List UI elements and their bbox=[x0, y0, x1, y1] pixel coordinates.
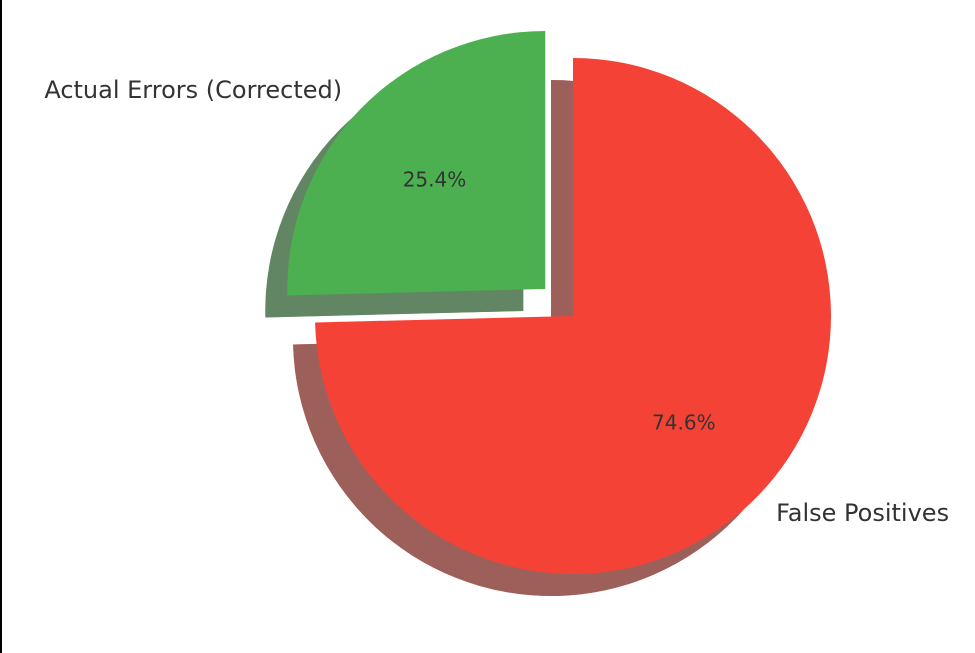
labels: Actual Errors (Corrected) 25.4% False Posi… bbox=[44, 76, 949, 527]
slices bbox=[287, 30, 831, 574]
percent-label: 25.4% bbox=[403, 167, 467, 191]
pie-slice bbox=[287, 30, 546, 296]
pie-slice bbox=[315, 58, 831, 574]
percent-label: 74.6% bbox=[652, 411, 716, 435]
slice-label: False Positives bbox=[776, 499, 949, 527]
slice-label: Actual Errors (Corrected) bbox=[44, 76, 342, 104]
